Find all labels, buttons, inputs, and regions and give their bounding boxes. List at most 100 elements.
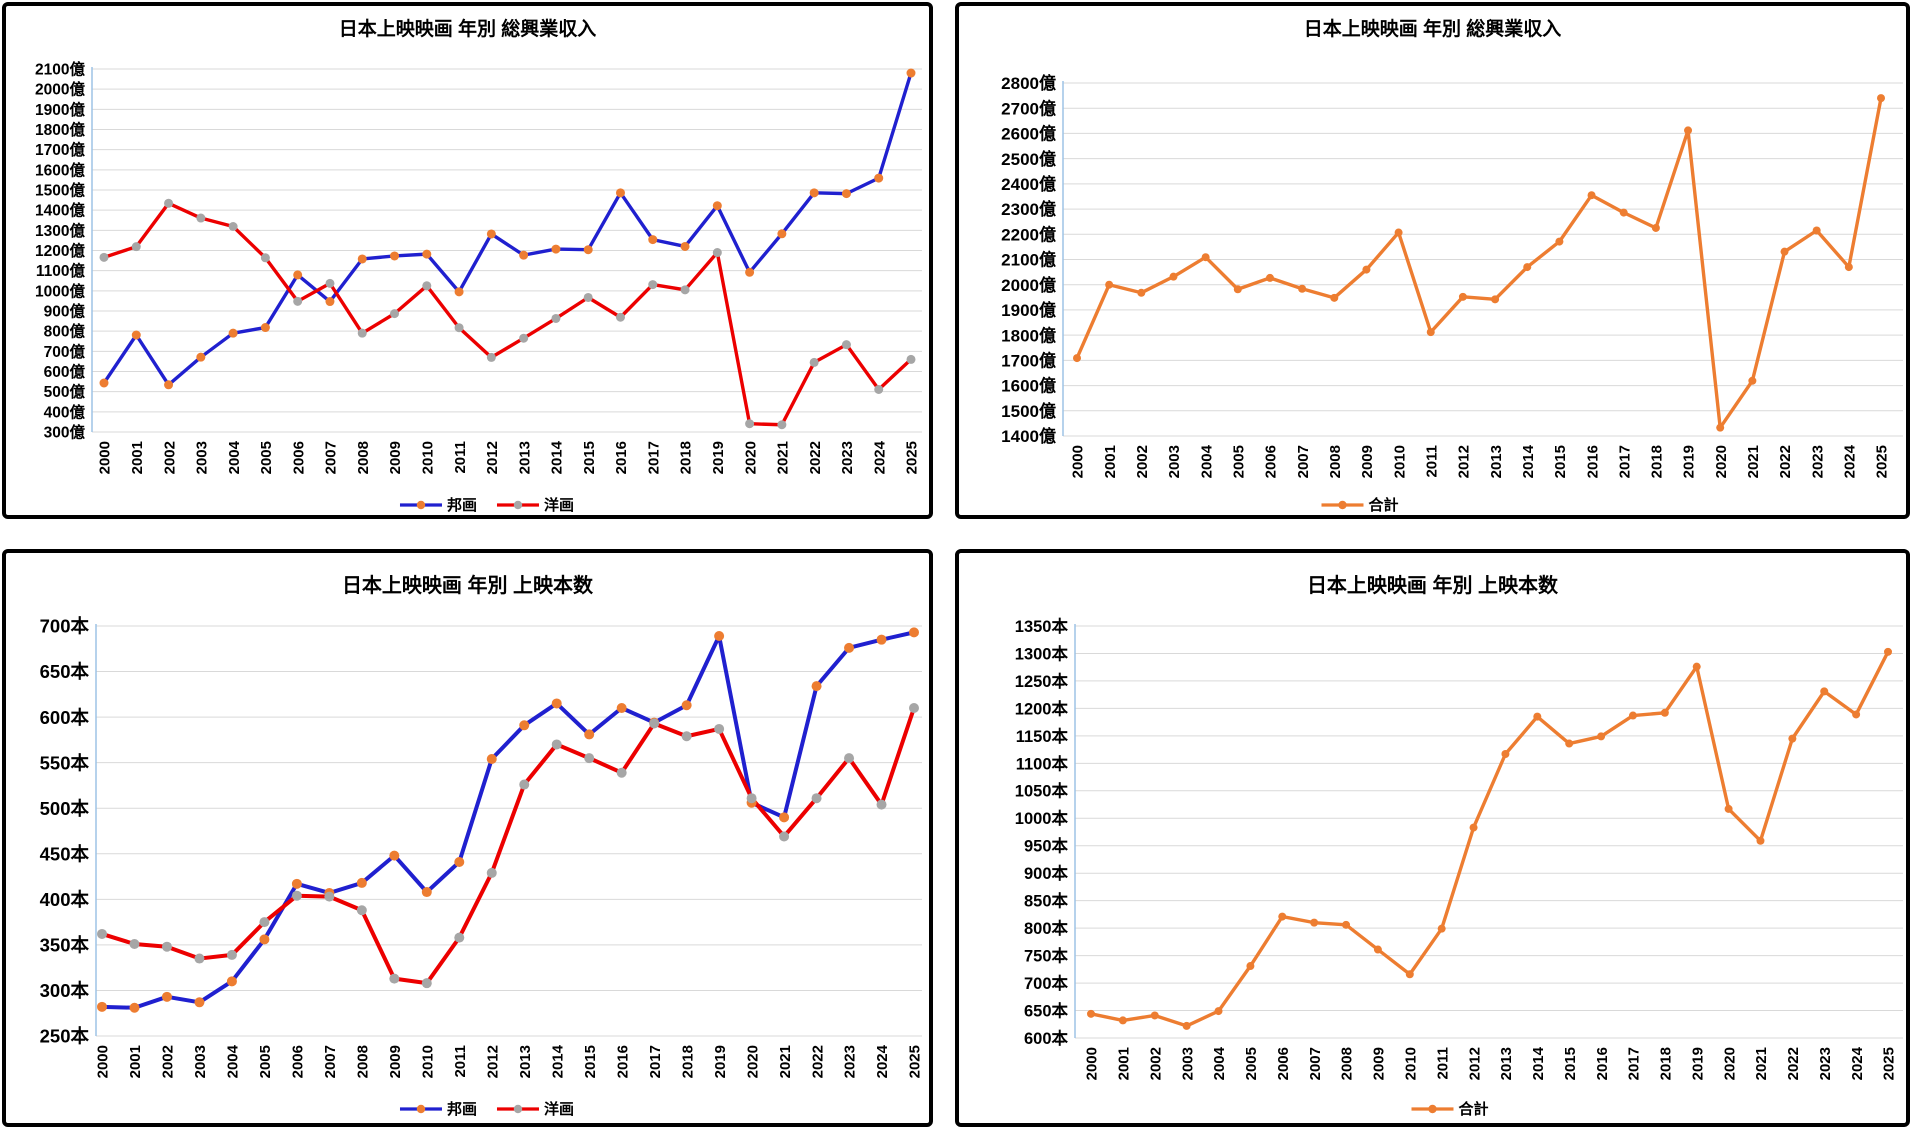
svg-text:600本: 600本 [40,707,90,728]
svg-text:2011: 2011 [452,1045,469,1078]
svg-text:2800億: 2800億 [1001,73,1056,93]
revenue-total-chart-panel: 日本上映映画 年別 総興業収入 1400億 1500億 1600億 1700億 1800… [955,2,1910,519]
svg-text:1800億: 1800億 [35,120,85,139]
series-foreign-line [102,201,913,427]
legend-item-foreign: 洋画 [495,494,574,515]
legend-label: 邦画 [446,497,477,514]
svg-text:1900億: 1900億 [35,100,85,119]
svg-text:2020: 2020 [1721,1047,1738,1080]
chart-title: 日本上映映画 年別 上映本数 [1306,575,1559,597]
svg-text:1400億: 1400億 [35,201,85,220]
svg-text:2024: 2024 [871,440,888,474]
svg-text:1100本: 1100本 [1016,753,1069,773]
svg-text:2007: 2007 [1307,1047,1324,1080]
chart-title: 日本上映映画 年別 総興業収入 [1303,19,1562,40]
y-axis-labels: 1400億 1500億 1600億 1700億 1800億 1900億 2000億 2100億… [1001,73,1056,446]
series-foreign-markers [99,198,916,430]
svg-text:2007: 2007 [322,1045,339,1078]
legend-line-marker-foreign [497,1104,539,1113]
svg-text:2002: 2002 [1147,1047,1164,1080]
svg-text:2003: 2003 [192,1045,209,1078]
svg-text:2300億: 2300億 [1001,199,1056,219]
svg-text:2014: 2014 [549,440,566,474]
svg-text:2015: 2015 [582,1045,599,1078]
svg-text:2020: 2020 [742,441,759,474]
svg-text:2015: 2015 [1552,445,1569,478]
legend-line-marker-total [1321,500,1364,509]
series-total-line [1075,96,1883,430]
chart-legend: 合計 [1409,1098,1489,1119]
svg-text:750本: 750本 [1024,946,1069,966]
revenue-total-line-chart: 1400億 1500億 1600億 1700億 1800億 1900億 2000億 2100億… [1001,73,1903,478]
legend-line-marker-domestic [399,1104,442,1113]
gridlines [96,625,922,1037]
svg-text:2013: 2013 [1488,445,1505,478]
svg-text:1250本: 1250本 [1015,671,1069,691]
svg-text:2012: 2012 [484,441,501,474]
svg-text:2004: 2004 [225,1044,242,1078]
svg-text:1400億: 1400億 [1001,426,1056,446]
svg-text:2025: 2025 [1881,1047,1898,1080]
svg-text:2016: 2016 [1594,1047,1611,1080]
svg-text:1500億: 1500億 [1001,401,1056,421]
svg-text:900本: 900本 [1024,863,1069,883]
svg-text:2004: 2004 [1198,444,1215,478]
svg-text:2021: 2021 [777,1045,794,1078]
svg-text:2007: 2007 [323,441,340,474]
svg-text:2009: 2009 [387,441,404,474]
svg-text:2000: 2000 [95,1045,112,1078]
svg-text:1300本: 1300本 [1015,643,1069,663]
gridlines [92,68,922,433]
revenue-split-chart-panel: 日本上映映画 年別 総興業収入 300億 400億 500億 600億 700億 800億… [2,2,933,519]
svg-text:2000億: 2000億 [35,80,85,99]
svg-text:1000億: 1000億 [35,281,85,300]
svg-text:2017: 2017 [645,441,662,474]
film-count-split-chart-panel: 日本上映映画 年別 上映本数 250本 300本 350本 400本 450本 500本 5… [2,549,933,1127]
svg-text:2024: 2024 [874,1044,891,1078]
svg-text:2000: 2000 [1070,445,1087,478]
svg-text:650本: 650本 [1024,1000,1069,1020]
series-foreign-line [100,706,916,986]
svg-text:2009: 2009 [1359,445,1376,478]
svg-text:1600億: 1600億 [1001,376,1056,396]
chart-title: 日本上映映画 年別 上映本数 [341,575,594,597]
svg-text:2009: 2009 [1371,1047,1388,1080]
svg-text:2022: 2022 [1785,1047,1802,1080]
svg-text:2014: 2014 [1530,1046,1547,1080]
legend-label: 邦画 [446,1101,477,1118]
svg-text:2022: 2022 [809,1045,826,1078]
svg-text:2005: 2005 [258,441,275,474]
svg-text:2010: 2010 [420,1045,437,1078]
svg-text:2006: 2006 [290,441,307,474]
svg-text:2018: 2018 [678,441,695,474]
svg-text:2001: 2001 [127,1045,144,1078]
legend-line-marker-domestic [399,500,442,509]
legend-item-foreign: 洋画 [495,1098,574,1119]
legend-label: 洋画 [544,497,575,514]
series-domestic-markers [99,68,916,390]
svg-text:2014: 2014 [1520,444,1537,478]
chart-title: 日本上映映画 年別 総興業収入 [338,19,597,40]
svg-text:250本: 250本 [40,1026,90,1047]
x-axis-labels: 2000 2001 2002 2003 2004 2005 2006 2007 2008 2009… [97,440,921,474]
x-axis-labels: 2000 2001 2002 2003 2004 2005 2006 2007 2008 2009… [1070,444,1891,478]
svg-text:2004: 2004 [1211,1046,1228,1080]
svg-text:2019: 2019 [712,1045,729,1078]
svg-text:2013: 2013 [517,1045,534,1078]
svg-text:1200本: 1200本 [1015,698,1069,718]
series-domestic-line [100,630,916,1010]
svg-text:2022: 2022 [807,441,824,474]
svg-text:2001: 2001 [1102,445,1119,478]
svg-text:2023: 2023 [839,441,856,474]
legend-item-total: 合計 [1319,494,1399,515]
svg-text:2015: 2015 [581,441,598,474]
legend-label: 洋画 [544,1101,575,1118]
svg-text:2100億: 2100億 [35,60,85,79]
svg-text:2000: 2000 [97,441,114,474]
svg-text:1350本: 1350本 [1015,616,1069,636]
svg-text:2700億: 2700億 [1001,98,1056,118]
svg-text:600億: 600億 [44,362,86,381]
svg-text:1700億: 1700億 [35,140,85,159]
svg-text:1200億: 1200億 [35,241,85,260]
